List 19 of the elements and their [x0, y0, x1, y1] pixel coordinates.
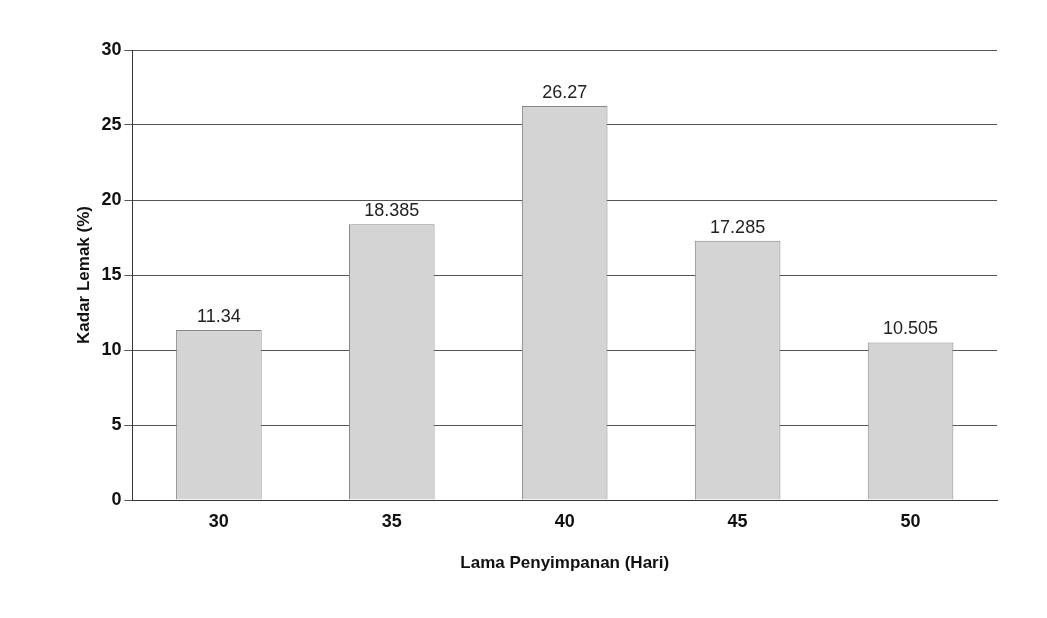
data-label: 26.27 — [542, 81, 588, 102]
y-tick-label: 0 — [111, 488, 122, 509]
data-label: 11.34 — [197, 305, 241, 326]
y-tick-label: 25 — [101, 113, 122, 134]
data-label: 10.505 — [883, 318, 939, 339]
x-tick-label: 35 — [381, 510, 402, 531]
x-tick-label: 30 — [208, 510, 229, 531]
y-tick-label: 30 — [101, 38, 122, 59]
y-tick-label: 15 — [101, 263, 122, 284]
data-label: 18.385 — [364, 200, 420, 221]
y-tick-label: 5 — [111, 413, 122, 434]
x-tick-label: 45 — [727, 510, 748, 531]
y-axis-title: Kadar Lemak (%) — [73, 206, 93, 344]
x-tick-label: 40 — [554, 510, 575, 531]
x-tick-label: 50 — [900, 510, 921, 531]
y-tick-label: 10 — [101, 338, 122, 359]
data-label: 17.285 — [710, 216, 766, 237]
y-tick-label: 20 — [101, 188, 122, 209]
x-axis-title: Lama Penyimpanan (Hari) — [460, 553, 670, 573]
